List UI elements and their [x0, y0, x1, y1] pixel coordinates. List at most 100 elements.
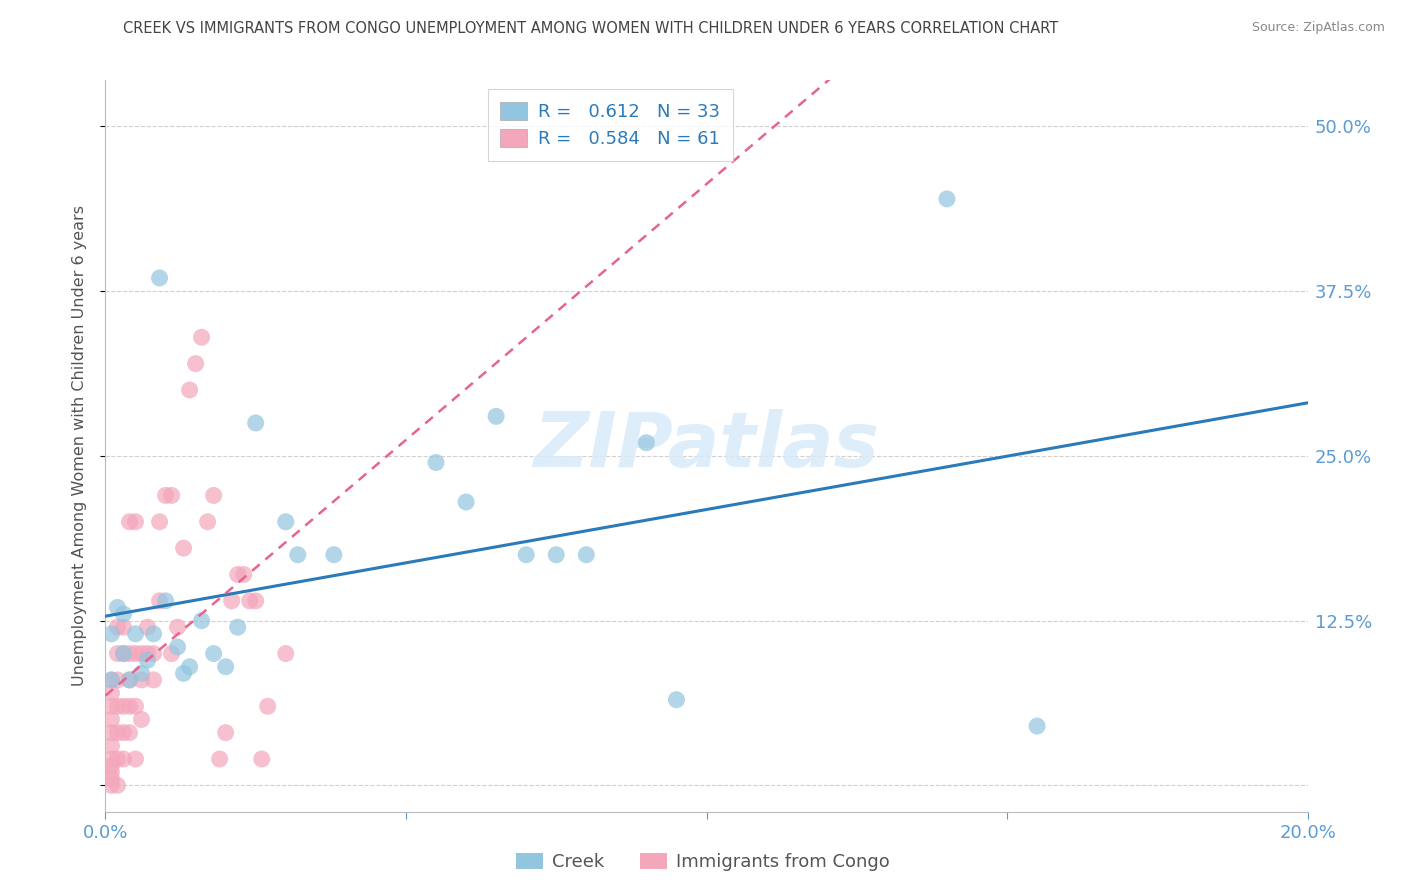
Point [256, 699, 278, 714]
Point [166, 640, 188, 654]
Point [190, 614, 212, 628]
Point [287, 548, 309, 562]
Point [274, 647, 297, 661]
Point [239, 594, 262, 608]
Point [112, 752, 135, 766]
Point [155, 594, 177, 608]
Point [131, 713, 153, 727]
Point [179, 383, 201, 397]
Point [118, 673, 141, 687]
Point [184, 357, 207, 371]
Point [546, 548, 568, 562]
Point [136, 620, 159, 634]
Point [118, 673, 141, 687]
Point [636, 435, 658, 450]
Legend: R =   0.612   N = 33, R =   0.584   N = 61: R = 0.612 N = 33, R = 0.584 N = 61 [488, 89, 733, 161]
Point [454, 495, 477, 509]
Point [100, 772, 122, 786]
Point [100, 758, 122, 772]
Point [173, 666, 195, 681]
Point [575, 548, 598, 562]
Point [107, 699, 129, 714]
Point [124, 699, 146, 714]
Point [107, 647, 129, 661]
Point [166, 620, 188, 634]
Point [226, 567, 249, 582]
Point [131, 673, 153, 687]
Point [148, 271, 170, 285]
Point [112, 620, 135, 634]
Point [515, 548, 537, 562]
Point [1026, 719, 1049, 733]
Point [107, 725, 129, 739]
Point [100, 765, 122, 780]
Point [107, 778, 129, 792]
Point [112, 647, 135, 661]
Point [142, 647, 165, 661]
Point [214, 659, 236, 673]
Point [202, 647, 225, 661]
Point [131, 647, 153, 661]
Point [112, 647, 135, 661]
Point [148, 515, 170, 529]
Point [179, 659, 201, 673]
Point [100, 673, 122, 687]
Point [136, 653, 159, 667]
Point [100, 778, 122, 792]
Point [124, 515, 146, 529]
Point [245, 594, 267, 608]
Point [245, 416, 267, 430]
Point [665, 692, 688, 706]
Point [208, 752, 231, 766]
Point [136, 647, 159, 661]
Point [173, 541, 195, 556]
Point [425, 455, 447, 469]
Text: ZIPatlas: ZIPatlas [533, 409, 880, 483]
Point [190, 330, 212, 344]
Point [100, 627, 122, 641]
Point [112, 607, 135, 621]
Point [112, 725, 135, 739]
Point [148, 594, 170, 608]
Point [100, 699, 122, 714]
Point [936, 192, 959, 206]
Point [107, 673, 129, 687]
Point [250, 752, 273, 766]
Legend: Creek, Immigrants from Congo: Creek, Immigrants from Congo [509, 846, 897, 879]
Point [221, 594, 243, 608]
Point [112, 699, 135, 714]
Point [100, 673, 122, 687]
Point [214, 725, 236, 739]
Point [124, 627, 146, 641]
Point [160, 488, 183, 502]
Text: CREEK VS IMMIGRANTS FROM CONGO UNEMPLOYMENT AMONG WOMEN WITH CHILDREN UNDER 6 YE: CREEK VS IMMIGRANTS FROM CONGO UNEMPLOYM… [122, 21, 1059, 36]
Point [107, 752, 129, 766]
Point [202, 488, 225, 502]
Point [118, 515, 141, 529]
Text: Source: ZipAtlas.com: Source: ZipAtlas.com [1251, 21, 1385, 34]
Point [142, 673, 165, 687]
Y-axis label: Unemployment Among Women with Children Under 6 years: Unemployment Among Women with Children U… [72, 205, 87, 687]
Point [100, 752, 122, 766]
Point [274, 515, 297, 529]
Point [107, 620, 129, 634]
Point [322, 548, 344, 562]
Point [155, 488, 177, 502]
Point [107, 600, 129, 615]
Point [100, 739, 122, 753]
Point [131, 666, 153, 681]
Point [142, 627, 165, 641]
Point [100, 725, 122, 739]
Point [124, 647, 146, 661]
Point [100, 713, 122, 727]
Point [118, 699, 141, 714]
Point [197, 515, 219, 529]
Point [485, 409, 508, 424]
Point [160, 647, 183, 661]
Point [118, 725, 141, 739]
Point [232, 567, 254, 582]
Point [100, 686, 122, 700]
Point [124, 752, 146, 766]
Point [226, 620, 249, 634]
Point [118, 647, 141, 661]
